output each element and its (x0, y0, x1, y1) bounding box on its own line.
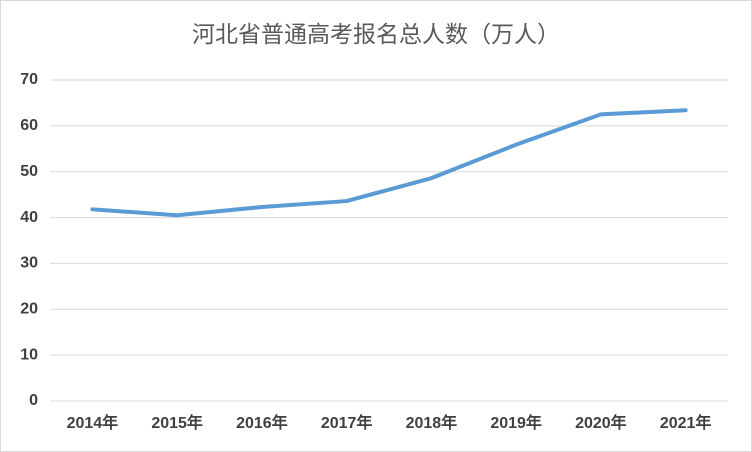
data-line (90, 108, 688, 218)
x-tick-label: 2014年 (67, 413, 119, 432)
x-tick-label: 2020年 (575, 413, 627, 432)
y-tick-label: 60 (20, 117, 38, 134)
chart-title: 河北省普通高考报名总人数（万人） (192, 21, 560, 47)
x-tick-label: 2015年 (151, 413, 203, 432)
x-tick-label: 2017年 (321, 413, 373, 432)
x-tick-label: 2018年 (406, 413, 458, 432)
y-tick-label: 10 (20, 346, 38, 363)
y-tick-label: 20 (20, 301, 38, 318)
y-tick-label: 50 (20, 163, 38, 180)
x-tick-label: 2019年 (490, 413, 542, 432)
y-tick-label: 40 (20, 209, 38, 226)
y-tick-label: 70 (20, 71, 38, 88)
x-tick-label: 2016年 (236, 413, 288, 432)
y-tick-label: 30 (20, 255, 38, 272)
y-tick-label: 0 (29, 392, 38, 409)
x-tick-label: 2021年 (660, 413, 712, 432)
